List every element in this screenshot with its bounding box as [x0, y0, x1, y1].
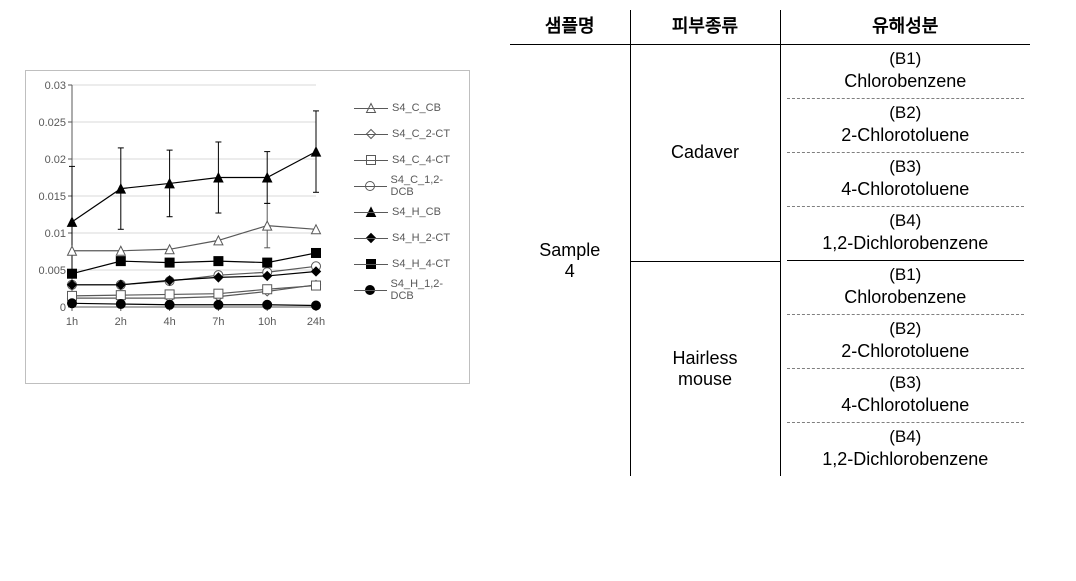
- legend-label: S4_C_CB: [388, 102, 441, 114]
- svg-text:4h: 4h: [163, 316, 175, 328]
- hazard-name: 1,2-Dichlorobenzene: [787, 233, 1025, 254]
- hazard-code: (B4): [787, 211, 1025, 233]
- chart-frame: 0 0.005 0.01 0.015 0.02 0.025 0.03 1h 2h 4h 7h 10h 2…: [25, 70, 470, 384]
- cell-hazard: (B2)2-Chlorotoluene: [780, 99, 1030, 153]
- table-row: Sample4Cadaver(B1)Chlorobenzene: [510, 45, 1030, 100]
- hazard-table: 샘플명 피부종류 유해성분 Sample4Cadaver(B1)Chlorobe…: [510, 10, 1030, 476]
- hazard-name: Chlorobenzene: [787, 71, 1025, 92]
- svg-text:0.015: 0.015: [38, 191, 66, 203]
- legend-swatch: [354, 176, 387, 196]
- cell-sample: Sample4: [510, 45, 630, 477]
- legend-label: S4_C_2-CT: [388, 128, 450, 140]
- legend-swatch: [354, 228, 388, 248]
- hazard-code: (B3): [787, 157, 1025, 179]
- legend-item: S4_C_2-CT: [354, 121, 463, 147]
- svg-text:0.01: 0.01: [45, 228, 66, 240]
- cell-skin: Cadaver: [630, 45, 780, 262]
- legend-item: S4_H_CB: [354, 199, 463, 225]
- hazard-code: (B1): [787, 49, 1025, 71]
- th-skin: 피부종류: [630, 10, 780, 45]
- svg-text:2h: 2h: [115, 316, 127, 328]
- svg-text:0: 0: [60, 302, 66, 314]
- legend-label: S4_C_4-CT: [388, 154, 450, 166]
- legend-swatch: [354, 124, 388, 144]
- hazard-name: 2-Chlorotoluene: [787, 341, 1025, 362]
- legend-label: S4_H_4-CT: [388, 258, 450, 270]
- svg-text:0.02: 0.02: [45, 154, 66, 166]
- hazard-code: (B3): [787, 373, 1025, 395]
- svg-text:0.025: 0.025: [38, 117, 66, 129]
- hazard-code: (B2): [787, 103, 1025, 125]
- legend-swatch: [354, 254, 388, 274]
- hazard-code: (B2): [787, 319, 1025, 341]
- svg-text:1h: 1h: [66, 316, 78, 328]
- cell-hazard: (B1)Chlorobenzene: [780, 45, 1030, 100]
- svg-text:0.03: 0.03: [45, 80, 66, 92]
- th-haz: 유해성분: [780, 10, 1030, 45]
- legend-swatch: [354, 280, 387, 300]
- chart-panel: 0 0.005 0.01 0.015 0.02 0.025 0.03 1h 2h 4h 7h 10h 2…: [0, 0, 480, 384]
- cell-skin: Hairlessmouse: [630, 261, 780, 476]
- legend-item: S4_H_2-CT: [354, 225, 463, 251]
- cell-hazard: (B2)2-Chlorotoluene: [780, 315, 1030, 369]
- th-sample: 샘플명: [510, 10, 630, 45]
- legend-label: S4_C_1,2-DCB: [387, 174, 464, 198]
- svg-text:10h: 10h: [258, 316, 276, 328]
- legend-item: S4_C_1,2-DCB: [354, 173, 463, 199]
- hazard-name: 2-Chlorotoluene: [787, 125, 1025, 146]
- svg-text:24h: 24h: [307, 316, 325, 328]
- svg-text:7h: 7h: [212, 316, 224, 328]
- legend-swatch: [354, 98, 388, 118]
- cell-hazard: (B4)1,2-Dichlorobenzene: [780, 423, 1030, 476]
- legend-item: S4_C_4-CT: [354, 147, 463, 173]
- cell-hazard: (B3)4-Chlorotoluene: [780, 153, 1030, 207]
- legend-swatch: [354, 202, 388, 222]
- legend-label: S4_H_CB: [388, 206, 441, 218]
- legend-swatch: [354, 150, 388, 170]
- hazard-code: (B4): [787, 427, 1025, 449]
- cell-hazard: (B3)4-Chlorotoluene: [780, 369, 1030, 423]
- legend-item: S4_H_4-CT: [354, 251, 463, 277]
- hazard-name: 4-Chlorotoluene: [787, 179, 1025, 200]
- hazard-name: 1,2-Dichlorobenzene: [787, 449, 1025, 470]
- cell-hazard: (B1)Chlorobenzene: [780, 261, 1030, 315]
- legend-label: S4_H_2-CT: [388, 232, 450, 244]
- legend-item: S4_C_CB: [354, 95, 463, 121]
- legend-item: S4_H_1,2-DCB: [354, 277, 463, 303]
- hazard-name: 4-Chlorotoluene: [787, 395, 1025, 416]
- cell-hazard: (B4)1,2-Dichlorobenzene: [780, 207, 1030, 261]
- chart-plot: 0 0.005 0.01 0.015 0.02 0.025 0.03 1h 2h 4h 7h 10h 2…: [32, 77, 342, 377]
- hazard-code: (B1): [787, 265, 1025, 287]
- chart-legend: S4_C_CB S4_C_2-CT S4_C_4-CT S4_C_1,2-DCB S4_…: [342, 77, 463, 377]
- legend-label: S4_H_1,2-DCB: [387, 278, 464, 302]
- svg-text:0.005: 0.005: [38, 265, 66, 277]
- hazard-name: Chlorobenzene: [787, 287, 1025, 308]
- table-panel: 샘플명 피부종류 유해성분 Sample4Cadaver(B1)Chlorobe…: [480, 0, 1040, 476]
